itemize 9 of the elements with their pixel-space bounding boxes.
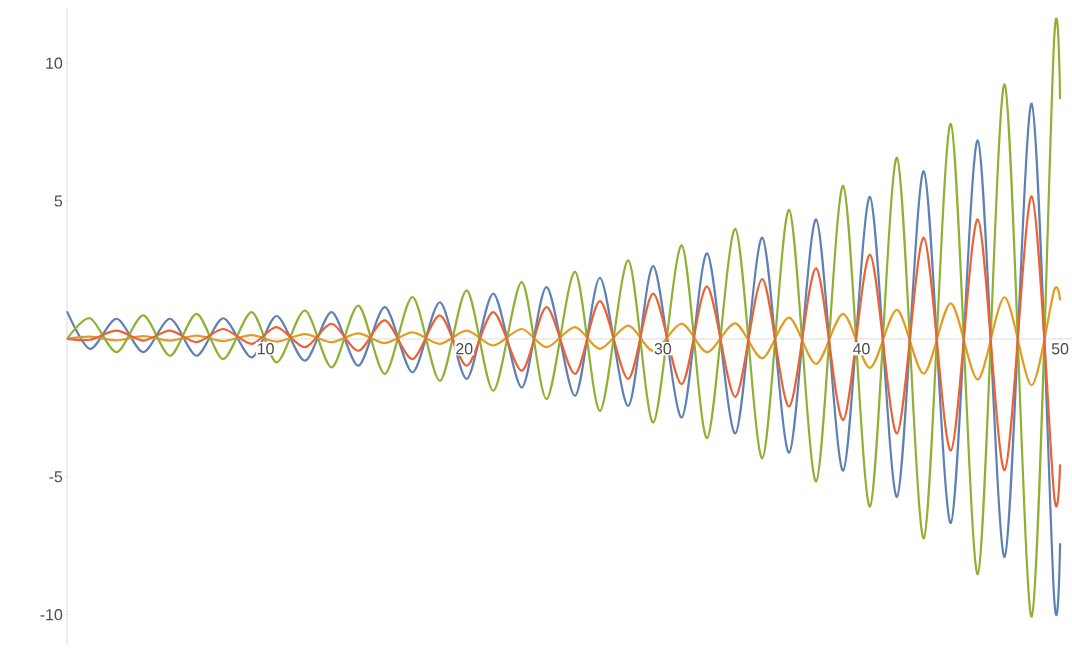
x-tick-label: 10 [257,343,274,355]
y-tick-label: -10 [40,609,63,621]
x-tick-label: 20 [456,343,473,355]
x-tick-label: 50 [1051,343,1069,355]
x-tick-label: 30 [654,343,672,355]
x-tick-label: 40 [852,343,870,355]
y-tick-label: -5 [49,471,63,483]
y-tick-label: 5 [54,195,63,207]
y-tick-label: 10 [46,57,63,69]
